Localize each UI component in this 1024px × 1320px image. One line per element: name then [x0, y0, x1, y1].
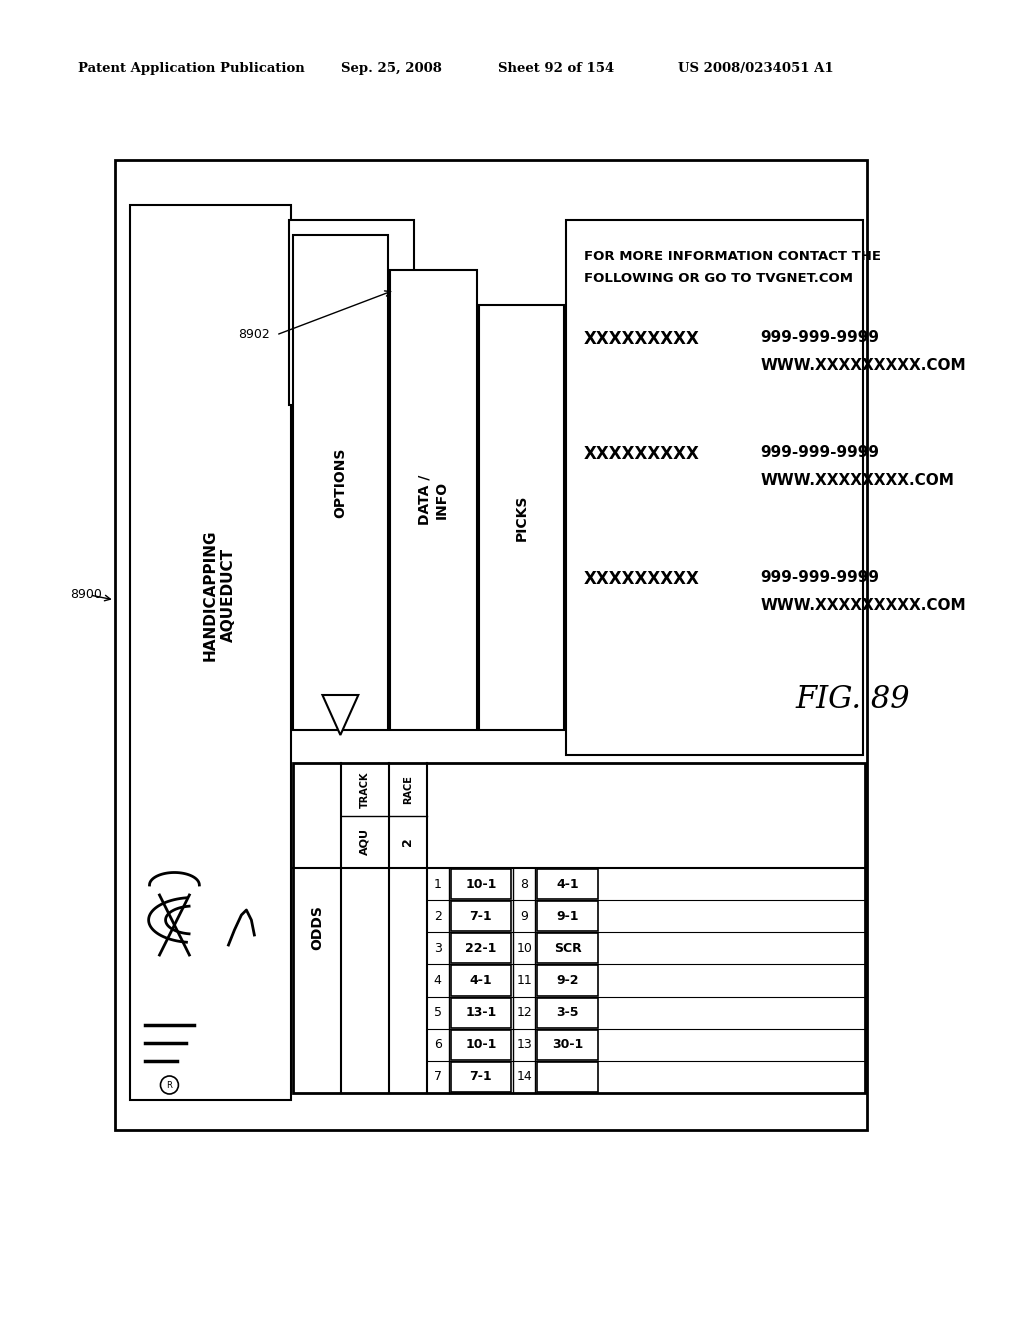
Text: 9-2: 9-2 [556, 974, 579, 987]
Text: 8900: 8900 [70, 589, 101, 602]
Bar [289, 220, 414, 405]
Text: Patent Application Publication: Patent Application Publication [78, 62, 304, 75]
Text: 7-1: 7-1 [470, 1071, 493, 1084]
Text: 4-1: 4-1 [470, 974, 493, 987]
Text: 4-1: 4-1 [556, 878, 579, 891]
Bar [115, 160, 867, 1130]
Bar [566, 220, 863, 755]
Bar [130, 205, 291, 1100]
Bar [293, 763, 865, 1093]
Bar [451, 1030, 511, 1060]
Bar [538, 902, 598, 932]
Text: RACE: RACE [402, 775, 413, 804]
Text: ODDS: ODDS [310, 906, 324, 950]
Text: 11: 11 [516, 974, 532, 987]
Text: 999-999-9999: 999-999-9999 [761, 570, 880, 585]
Text: 4: 4 [433, 974, 441, 987]
Bar [451, 869, 511, 899]
Text: 13: 13 [516, 1039, 532, 1051]
Text: 7-1: 7-1 [470, 909, 493, 923]
Text: 8902: 8902 [239, 329, 270, 342]
Bar [538, 998, 598, 1028]
Text: WWW.XXXXXXXXX.COM: WWW.XXXXXXXXX.COM [761, 598, 966, 612]
Bar [538, 1061, 598, 1092]
Text: 2: 2 [401, 837, 414, 846]
Text: PICKS: PICKS [515, 494, 528, 541]
Text: 12: 12 [516, 1006, 532, 1019]
Bar [451, 933, 511, 964]
Text: AQUEDUCT: AQUEDUCT [221, 548, 236, 642]
Bar [451, 1061, 511, 1092]
Bar [293, 235, 388, 730]
Text: 12:04 P: 12:04 P [326, 280, 340, 345]
Text: FOR MORE INFORMATION CONTACT THE: FOR MORE INFORMATION CONTACT THE [584, 249, 881, 263]
Text: 14: 14 [516, 1071, 532, 1084]
Text: 30-1: 30-1 [552, 1039, 584, 1051]
Bar [538, 1030, 598, 1060]
Text: DATA /
INFO: DATA / INFO [418, 475, 450, 525]
Text: FOLLOWING OR GO TO TVGNET.COM: FOLLOWING OR GO TO TVGNET.COM [584, 272, 853, 285]
Text: HANDICAPPING: HANDICAPPING [203, 529, 218, 661]
Text: 999-999-9999: 999-999-9999 [761, 445, 880, 459]
Text: 26 MIN TO RACE 2: 26 MIN TO RACE 2 [373, 249, 385, 376]
Text: 999-999-9999: 999-999-9999 [761, 330, 880, 345]
Text: 10: 10 [516, 942, 532, 954]
Text: WWW.XXXXXXXX.COM: WWW.XXXXXXXX.COM [761, 473, 954, 488]
Text: TRACK: TRACK [359, 771, 370, 808]
Polygon shape [323, 696, 358, 735]
Text: Sheet 92 of 154: Sheet 92 of 154 [499, 62, 614, 75]
Text: 2: 2 [433, 909, 441, 923]
Text: R: R [167, 1081, 172, 1089]
Text: 5: 5 [433, 1006, 441, 1019]
Text: WWW.XXXXXXXXX.COM: WWW.XXXXXXXXX.COM [761, 358, 966, 374]
Text: Sep. 25, 2008: Sep. 25, 2008 [341, 62, 441, 75]
Text: XXXXXXXXX: XXXXXXXXX [584, 570, 700, 587]
Bar [451, 965, 511, 995]
Text: 10-1: 10-1 [465, 878, 497, 891]
Text: OPTIONS: OPTIONS [334, 447, 347, 517]
Text: US 2008/0234051 A1: US 2008/0234051 A1 [678, 62, 834, 75]
Text: XXXXXXXXX: XXXXXXXXX [584, 330, 700, 348]
Bar [538, 933, 598, 964]
Text: 8: 8 [520, 878, 528, 891]
Bar [538, 965, 598, 995]
Text: XXXXXXXXX: XXXXXXXXX [584, 445, 700, 463]
Text: 1: 1 [433, 878, 441, 891]
Text: AQU: AQU [359, 828, 370, 855]
Bar [390, 271, 477, 730]
Bar [538, 869, 598, 899]
Text: 9: 9 [520, 909, 528, 923]
Text: 7: 7 [433, 1071, 441, 1084]
Bar [479, 305, 564, 730]
Bar [451, 902, 511, 932]
Text: 22-1: 22-1 [465, 942, 497, 954]
Text: 3-5: 3-5 [556, 1006, 579, 1019]
Bar [451, 998, 511, 1028]
Text: FIG. 89: FIG. 89 [796, 685, 910, 715]
Text: 6: 6 [433, 1039, 441, 1051]
Text: 13-1: 13-1 [465, 1006, 497, 1019]
Text: SCR: SCR [554, 942, 582, 954]
Text: 3: 3 [433, 942, 441, 954]
Text: 10-1: 10-1 [465, 1039, 497, 1051]
Text: 9-1: 9-1 [556, 909, 579, 923]
